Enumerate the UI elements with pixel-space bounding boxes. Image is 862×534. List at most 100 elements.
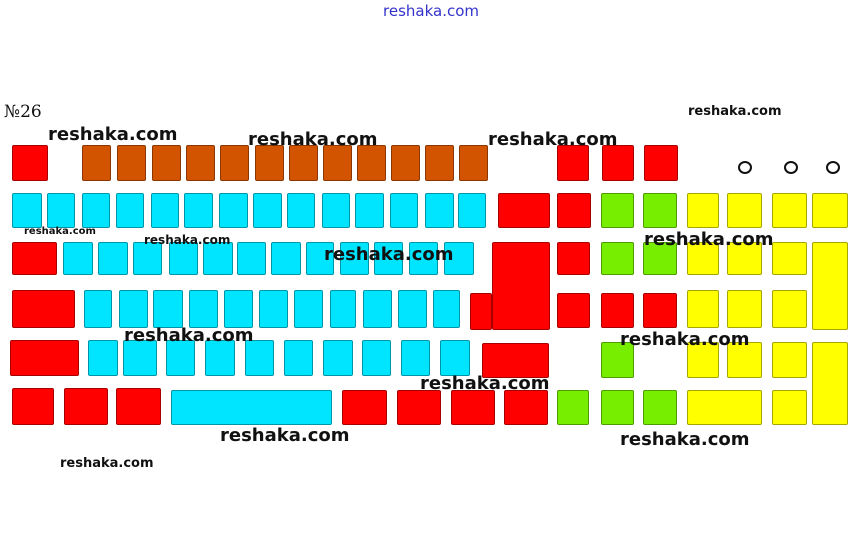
key-cyan <box>409 242 438 275</box>
key-red <box>557 242 590 275</box>
key-red <box>64 388 108 425</box>
key-cyan <box>63 242 93 275</box>
key-red <box>470 293 492 330</box>
key-red <box>482 343 549 378</box>
key-red <box>12 388 54 425</box>
key-cyan <box>340 242 369 275</box>
key-cyan <box>219 193 248 228</box>
key-yellow <box>772 390 807 425</box>
key-cyan <box>237 242 266 275</box>
key-cyan <box>169 242 198 275</box>
key-yellow <box>812 342 848 425</box>
key-red <box>492 242 550 330</box>
key-orange <box>152 145 181 181</box>
key-yellow <box>727 290 762 328</box>
key-yellow <box>727 242 762 275</box>
key-cyan <box>444 242 474 275</box>
key-cyan <box>184 193 213 228</box>
site-link[interactable]: reshaka.com <box>383 2 479 20</box>
key-green <box>643 242 677 275</box>
key-cyan <box>363 290 392 328</box>
key-cyan <box>355 193 384 228</box>
key-red <box>12 145 48 181</box>
key-red <box>10 340 79 376</box>
key-yellow <box>772 290 807 328</box>
key-yellow <box>812 242 848 330</box>
key-cyan <box>123 340 157 376</box>
key-green <box>643 193 677 228</box>
key-cyan <box>166 340 195 376</box>
key-cyan <box>84 290 112 328</box>
key-yellow <box>727 342 762 378</box>
key-yellow <box>687 193 719 228</box>
key-yellow <box>687 242 719 275</box>
key-yellow <box>772 193 807 228</box>
key-red <box>342 390 387 425</box>
watermark: reshaka.com <box>644 229 774 250</box>
key-cyan <box>189 290 218 328</box>
key-cyan <box>401 340 430 376</box>
key-red <box>12 290 75 328</box>
key-red <box>643 293 677 328</box>
indicator-led-icon <box>826 161 840 174</box>
key-orange <box>323 145 352 181</box>
key-cyan <box>425 193 454 228</box>
watermark: reshaka.com <box>620 329 750 350</box>
key-cyan <box>433 290 460 328</box>
key-cyan <box>203 242 233 275</box>
indicator-led-icon <box>784 161 798 174</box>
key-orange <box>255 145 284 181</box>
key-yellow <box>772 242 807 275</box>
key-cyan <box>458 193 486 228</box>
key-green <box>557 390 589 425</box>
key-cyan <box>362 340 391 376</box>
key-cyan <box>205 340 235 376</box>
key-red <box>498 193 550 228</box>
key-cyan <box>294 290 323 328</box>
key-orange <box>186 145 215 181</box>
task-number: №26 <box>4 102 42 122</box>
key-yellow <box>687 390 762 425</box>
key-cyan <box>224 290 253 328</box>
watermark: reshaka.com <box>688 104 782 119</box>
key-orange <box>391 145 420 181</box>
key-red <box>557 293 590 328</box>
indicator-led-icon <box>738 161 752 174</box>
key-red <box>602 145 634 181</box>
key-red <box>557 145 589 181</box>
key-green <box>601 193 634 228</box>
key-orange <box>459 145 488 181</box>
key-yellow <box>772 342 807 378</box>
key-cyan <box>82 193 110 228</box>
key-cyan <box>271 242 301 275</box>
watermark: reshaka.com <box>60 456 154 471</box>
key-cyan <box>440 340 470 376</box>
key-cyan <box>151 193 179 228</box>
key-cyan <box>330 290 356 328</box>
key-cyan <box>323 340 353 376</box>
key-cyan <box>119 290 148 328</box>
key-red <box>116 388 161 425</box>
key-green <box>601 390 634 425</box>
key-yellow <box>727 193 762 228</box>
key-cyan <box>306 242 334 275</box>
watermark: reshaka.com <box>24 226 96 237</box>
key-red <box>397 390 441 425</box>
watermark: reshaka.com <box>48 124 178 145</box>
key-red <box>644 145 678 181</box>
key-orange <box>425 145 454 181</box>
key-red <box>601 293 634 328</box>
watermark: reshaka.com <box>220 425 350 446</box>
key-cyan <box>98 242 128 275</box>
watermark: reshaka.com <box>248 129 378 150</box>
key-orange <box>117 145 146 181</box>
key-yellow <box>687 290 719 328</box>
key-cyan <box>88 340 118 376</box>
key-cyan <box>374 242 403 275</box>
key-cyan <box>390 193 418 228</box>
key-cyan <box>153 290 183 328</box>
key-orange <box>357 145 386 181</box>
key-red <box>12 242 57 275</box>
key-yellow <box>687 342 719 378</box>
